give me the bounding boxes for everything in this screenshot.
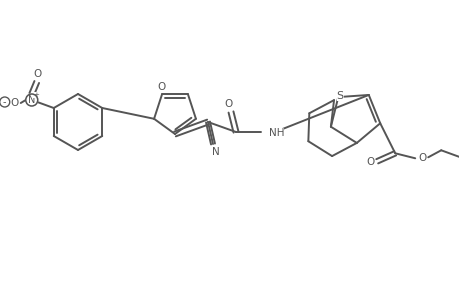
Text: S: S <box>336 91 343 101</box>
Text: NH: NH <box>269 128 284 138</box>
Text: O: O <box>11 98 19 108</box>
Text: -: - <box>3 97 6 107</box>
Circle shape <box>0 97 10 107</box>
Text: O: O <box>157 82 165 92</box>
Text: +: + <box>33 92 39 98</box>
Text: O: O <box>224 99 233 109</box>
Text: N: N <box>212 147 219 157</box>
Text: O: O <box>34 69 42 79</box>
Text: O: O <box>417 153 425 163</box>
Circle shape <box>26 94 38 106</box>
Text: O: O <box>365 157 374 167</box>
Text: N: N <box>28 95 35 105</box>
